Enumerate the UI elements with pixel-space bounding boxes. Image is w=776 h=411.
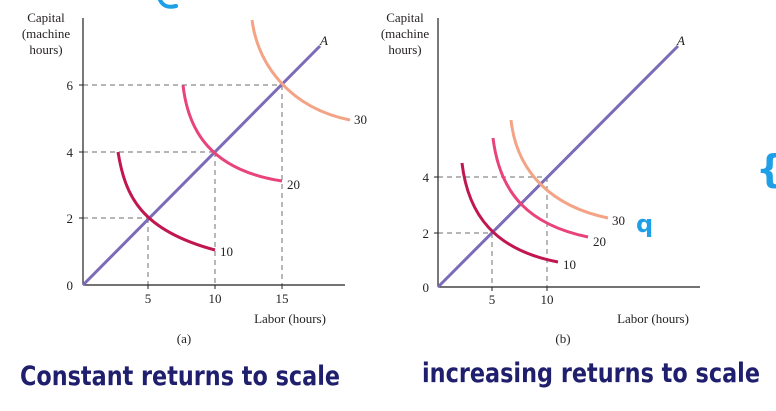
side-brace-mark: { (756, 147, 776, 191)
xlabel-b: Labor (hours) (617, 311, 689, 326)
isoquant-30-b (509, 119, 609, 220)
isoquant-label-10-b: 10 (563, 257, 576, 272)
isoquant-label-20-b: 20 (593, 234, 606, 249)
xtick-b: 10 (541, 292, 554, 307)
xlabel-a: Labor (hours) (254, 311, 326, 326)
isoquant-label-30-b: 30 (612, 213, 625, 228)
isoquant-20-a (181, 84, 283, 183)
isoquant-10-a (116, 151, 216, 252)
ylabel-line1-b: Capital (386, 10, 424, 25)
ytick-b: 4 (423, 170, 430, 185)
panel-a: Capital (machine hours) 6 4 2 0 5 10 15 … (20, 10, 367, 392)
handwritten-note-b: increasing returns to scale (422, 358, 760, 389)
ylabel-line2-a: (machine (22, 26, 71, 41)
ticks-b (434, 176, 548, 291)
expansion-ray-b (436, 44, 680, 289)
xtick-b: 5 (489, 292, 496, 307)
ytick-b: 2 (423, 226, 430, 241)
caption-b: (b) (555, 331, 570, 346)
ylabel-line3-a: hours) (29, 42, 62, 57)
highlighter-mark (158, 0, 178, 9)
ytick-a: 6 (67, 78, 74, 93)
guide-lines-b (438, 176, 548, 287)
ylabel-line2-b: (machine (381, 26, 430, 41)
ytick-a: 4 (67, 145, 74, 160)
isoquant-30-a (250, 19, 351, 122)
ylabel-line3-b: hours) (388, 42, 421, 57)
handwritten-q-annotation: q (636, 210, 653, 238)
ylabel-line1-a: Capital (27, 10, 65, 25)
isoquant-label-10-a: 10 (220, 244, 233, 259)
panel-b: Capital (machine hours) 4 2 0 5 10 Labor… (381, 10, 760, 389)
isoquant-label-20-a: 20 (287, 177, 300, 192)
guide-lines-a (83, 84, 283, 285)
xtick-a: 15 (276, 291, 289, 306)
isoquant-20-b (491, 137, 589, 239)
ray-label-a: A (319, 33, 328, 48)
ticks-a (79, 84, 283, 289)
caption-a: (a) (177, 331, 191, 346)
ytick-b: 0 (423, 280, 430, 295)
isoquant-label-30-a: 30 (354, 112, 367, 127)
ray-label-b: A (676, 33, 685, 48)
ytick-a: 0 (67, 278, 74, 293)
ytick-a: 2 (67, 211, 74, 226)
xtick-a: 10 (209, 291, 222, 306)
expansion-ray-a (81, 44, 322, 287)
handwritten-note-a: Constant returns to scale (20, 361, 340, 392)
xtick-a: 5 (145, 291, 152, 306)
isoquant-10-b (460, 162, 559, 264)
